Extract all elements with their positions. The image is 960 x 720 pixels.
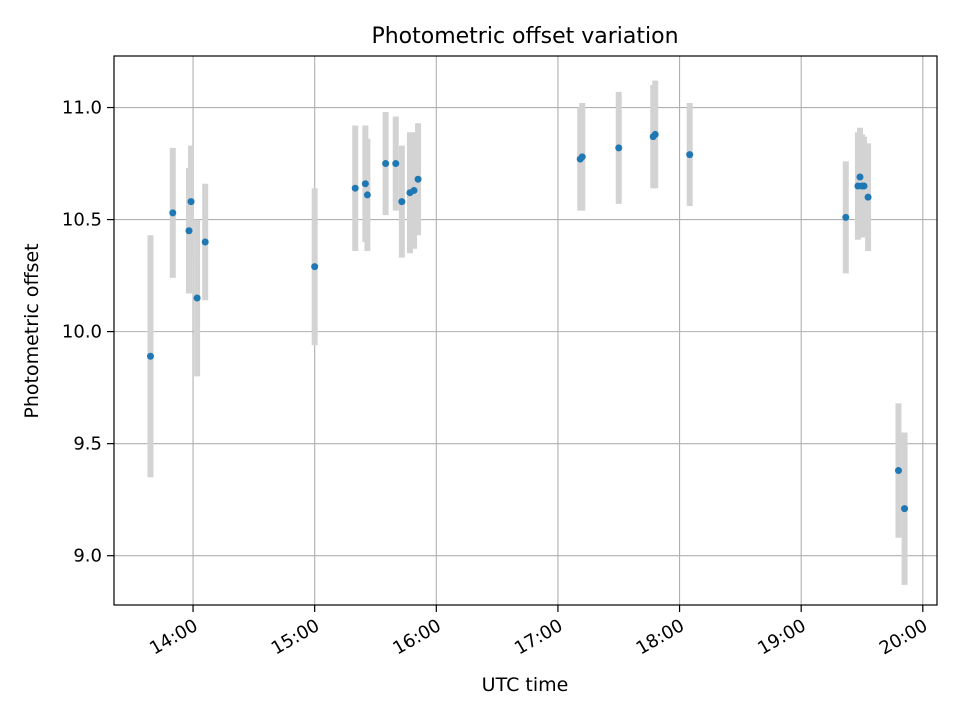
data-point xyxy=(201,238,209,246)
y-tick-label: 9.5 xyxy=(73,434,102,455)
data-point xyxy=(410,186,418,194)
data-point xyxy=(686,151,694,159)
data-point xyxy=(146,352,154,360)
data-point xyxy=(185,227,193,235)
data-point xyxy=(578,153,586,161)
y-tick-label: 10.0 xyxy=(62,322,102,343)
data-points xyxy=(146,130,909,513)
y-tick-label: 11.0 xyxy=(62,98,102,119)
x-axis-label: UTC time xyxy=(482,674,569,696)
data-point xyxy=(392,160,400,168)
data-point xyxy=(901,505,909,513)
data-point xyxy=(842,213,850,221)
data-point xyxy=(414,175,422,183)
y-tick-label: 9.0 xyxy=(73,546,102,567)
data-point xyxy=(193,294,201,302)
data-point xyxy=(382,160,390,168)
data-point xyxy=(651,130,659,138)
data-point xyxy=(856,173,864,181)
data-point xyxy=(311,263,319,271)
data-point xyxy=(351,184,359,192)
y-tick-label: 10.5 xyxy=(62,210,102,231)
chart-title: Photometric offset variation xyxy=(371,24,678,49)
plot-frame xyxy=(113,55,938,606)
data-point xyxy=(187,198,195,206)
data-point xyxy=(860,182,868,190)
data-point xyxy=(894,467,902,475)
data-point xyxy=(361,180,369,188)
y-axis: 9.0 9.5 10.0 10.5 11.0 xyxy=(62,98,114,567)
data-point xyxy=(864,193,872,201)
data-point xyxy=(398,198,406,206)
y-axis-label: Photometric offset xyxy=(21,243,43,418)
data-point xyxy=(363,191,371,199)
data-point xyxy=(169,209,177,217)
data-point xyxy=(615,144,623,152)
